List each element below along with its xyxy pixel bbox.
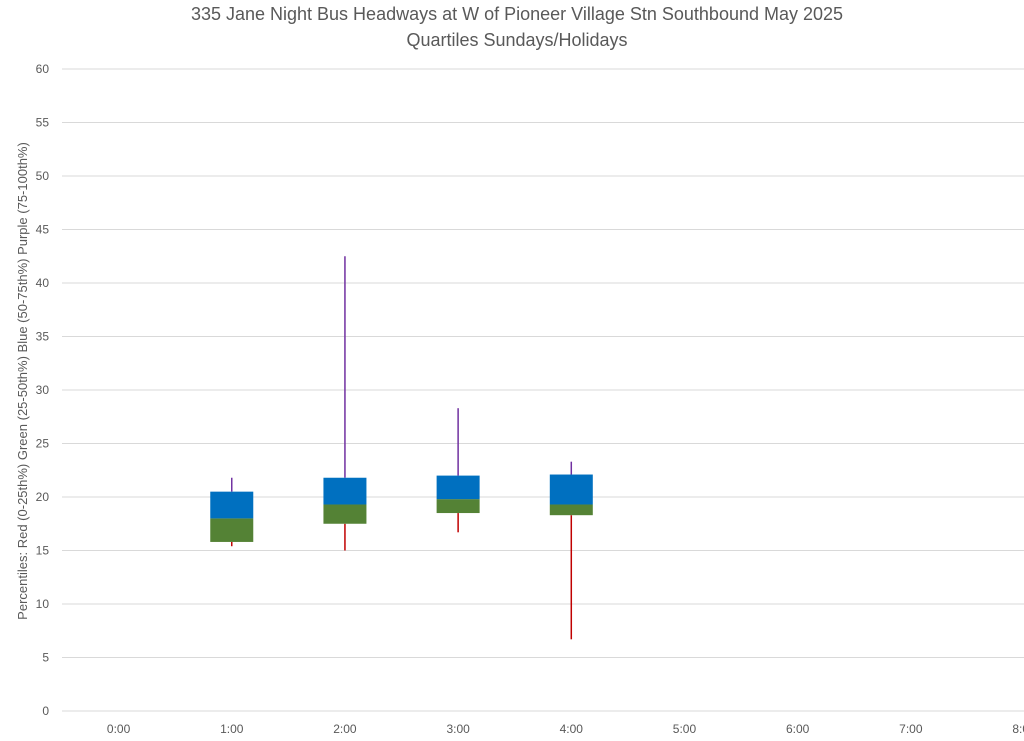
x-tick-label-0-00: 0:00 (107, 722, 131, 736)
x-tick-label-5-00: 5:00 (673, 722, 697, 736)
x-axis-ticks: 0:00 1:00 2:00 3:00 4:00 5:00 6:00 7:00 8:00 (107, 722, 1024, 736)
x-tick-label-4-00: 4:00 (560, 722, 584, 736)
lower-box-4-00 (549, 504, 593, 516)
y-tick-label-0: 0 (42, 704, 49, 718)
upper-box-2-00 (323, 477, 367, 505)
y-tick-label-60: 60 (36, 62, 50, 76)
y-tick-label-5: 5 (42, 651, 49, 665)
y-tick-label-30: 30 (36, 383, 50, 397)
chart-subtitle: Quartiles Sundays/Holidays (406, 30, 627, 50)
x-tick-label-3-00: 3:00 (446, 722, 470, 736)
y-tick-label-40: 40 (36, 276, 50, 290)
box-3-00 (436, 408, 480, 533)
y-tick-label-50: 50 (36, 169, 50, 183)
chart-title: 335 Jane Night Bus Headways at W of Pion… (191, 4, 843, 24)
box-1-00 (210, 477, 254, 547)
x-tick-label-7-00: 7:00 (899, 722, 923, 736)
y-tick-label-35: 35 (36, 330, 50, 344)
x-tick-label-6-00: 6:00 (786, 722, 810, 736)
y-tick-label-55: 55 (36, 116, 50, 130)
x-tick-label-2-00: 2:00 (333, 722, 357, 736)
y-tick-label-15: 15 (36, 544, 50, 558)
y-axis-label: Percentiles: Red (0-25th%) Green (25-50t… (15, 142, 30, 620)
y-tick-label-45: 45 (36, 223, 50, 237)
y-axis-ticks: 0 5 10 15 20 25 30 35 40 45 50 55 60 (36, 62, 50, 718)
upper-box-4-00 (549, 474, 593, 505)
y-tick-label-10: 10 (36, 597, 50, 611)
x-tick-label-1-00: 1:00 (220, 722, 244, 736)
gridlines (62, 68, 1024, 712)
lower-box-1-00 (210, 518, 254, 542)
upper-box-3-00 (436, 475, 480, 500)
upper-box-1-00 (210, 491, 254, 519)
y-tick-label-25: 25 (36, 437, 50, 451)
y-tick-label-20: 20 (36, 490, 50, 504)
lower-box-2-00 (323, 504, 367, 524)
box-4-00 (549, 461, 593, 640)
box-2-00 (323, 256, 367, 551)
lower-box-3-00 (436, 499, 480, 514)
box-plot-series (210, 256, 593, 640)
x-tick-label-8-00: 8:00 (1012, 722, 1024, 736)
